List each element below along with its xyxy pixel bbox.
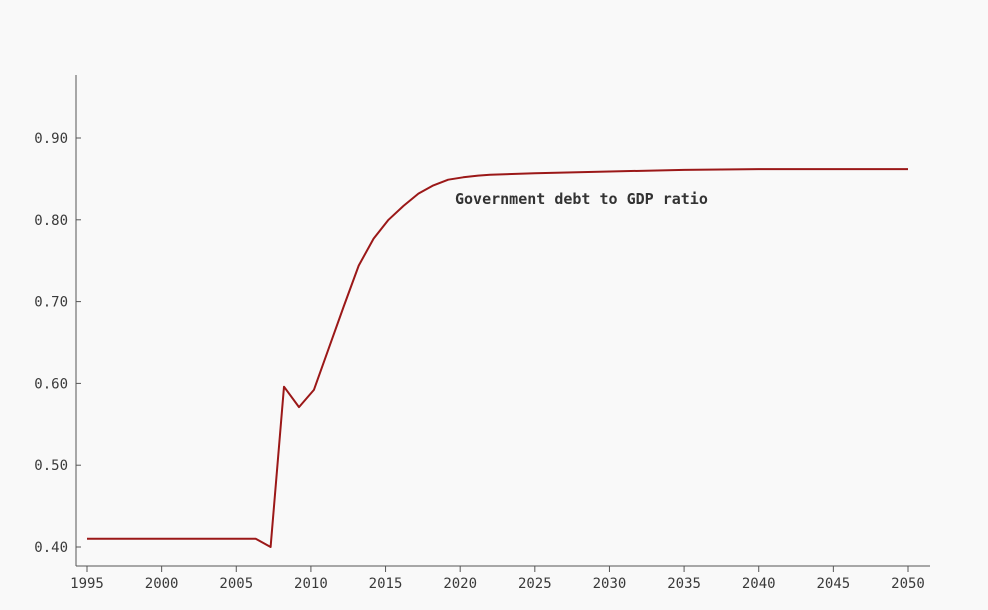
- series-annotation: Government debt to GDP ratio: [455, 190, 708, 208]
- x-tick-label: 2005: [219, 576, 253, 592]
- series-line: [87, 168, 908, 548]
- x-tick-label: 2025: [518, 576, 552, 592]
- x-tick-label: 2030: [593, 576, 627, 592]
- y-tick-label: 0.90: [34, 131, 68, 147]
- y-tick-label: 0.80: [34, 213, 68, 229]
- axes: [75, 75, 930, 567]
- y-tick-label: 0.60: [34, 376, 68, 392]
- x-tick-label: 2050: [891, 576, 925, 592]
- x-tick-label: 2040: [742, 576, 776, 592]
- y-tick-label: 0.70: [34, 295, 68, 311]
- x-tick-label: 2020: [443, 576, 477, 592]
- x-tick-label: 2045: [817, 576, 851, 592]
- y-tick-label: 0.40: [34, 540, 68, 556]
- x-tick-label: 2015: [369, 576, 403, 592]
- x-tick-label: 1995: [70, 576, 104, 592]
- y-tick-label: 0.50: [34, 458, 68, 474]
- x-tick-label: 2000: [145, 576, 179, 592]
- x-tick-label: 2010: [294, 576, 328, 592]
- series-layer: [87, 168, 908, 548]
- ticks: 0.40 0.50 0.60 0.70 0.80 0.90 1995 2000 2005 2010…: [34, 131, 925, 592]
- x-tick-label: 2035: [667, 576, 701, 592]
